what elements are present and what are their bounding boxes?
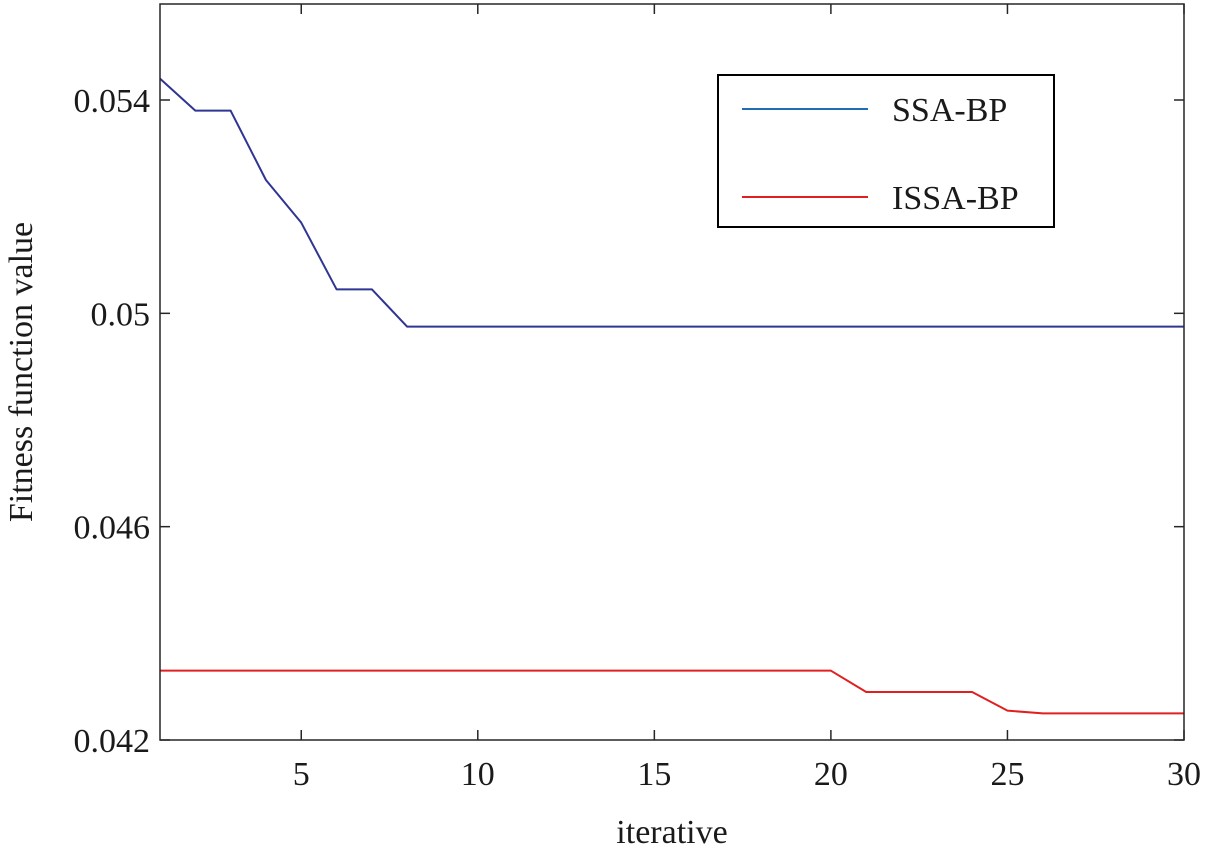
y-tick-label: 0.042: [74, 723, 151, 760]
series-line-ssa-bp: [159, 77, 1184, 328]
legend-label-ssa-bp: SSA-BP: [892, 92, 1007, 129]
x-tick-label: 15: [637, 756, 671, 793]
x-tick-label: 25: [990, 756, 1024, 793]
x-axis-ticks: 5 10 15 20 25 30: [293, 4, 1201, 793]
legend: SSA-BP ISSA-BP: [717, 74, 1055, 228]
y-tick-label: 0.054: [74, 83, 151, 120]
y-axis-ticks: 0.042 0.046 0.05 0.054: [74, 83, 1184, 760]
x-tick-label: 20: [814, 756, 848, 793]
x-tick-label: 5: [293, 756, 310, 793]
x-tick-label: 30: [1167, 756, 1201, 793]
plot-lines: [159, 77, 1184, 715]
legend-box: [717, 74, 1055, 228]
x-tick-label: 10: [461, 756, 495, 793]
y-tick-label: 0.046: [74, 510, 151, 547]
x-axis-label: iterative: [616, 814, 727, 851]
y-axis-label: Fitness function value: [3, 222, 40, 522]
legend-label-issa-bp: ISSA-BP: [892, 180, 1019, 217]
plot-frame: [159, 3, 1185, 741]
y-tick-label: 0.05: [91, 296, 151, 333]
series-line-issa-bp: [160, 669, 1184, 715]
